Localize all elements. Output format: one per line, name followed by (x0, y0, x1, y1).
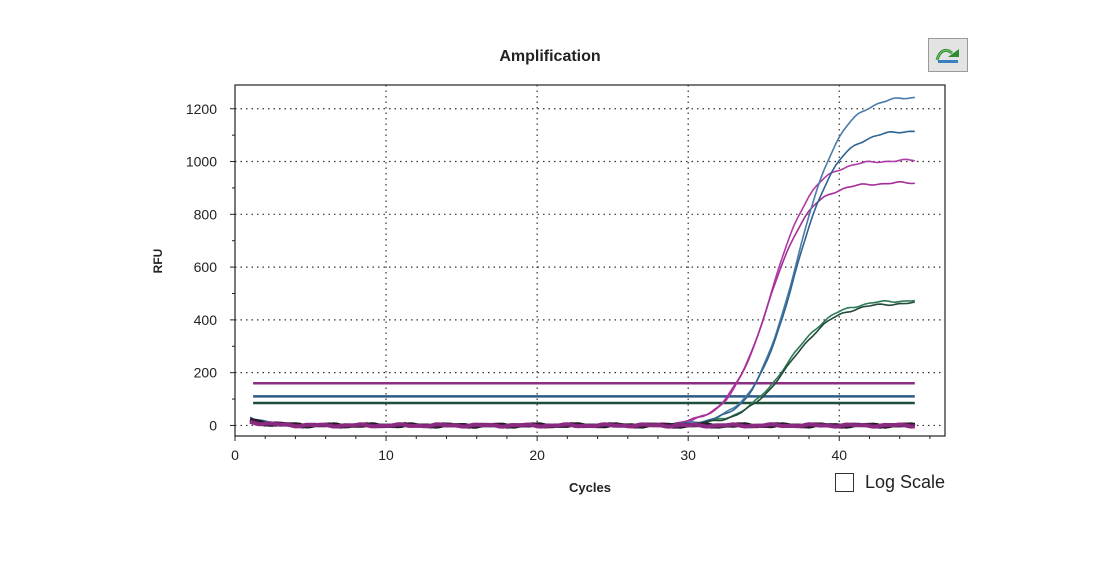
grid-lines (235, 85, 945, 436)
y-tick-label: 800 (194, 206, 218, 222)
plot-area (234, 84, 946, 437)
x-tick-label: 30 (680, 447, 696, 463)
y-tick-label: 200 (194, 365, 218, 381)
y-tick-label: 400 (194, 312, 218, 328)
x-axis-label: Cycles (569, 480, 611, 495)
y-tick-label: 1000 (186, 154, 217, 170)
y-tick-label: 600 (194, 259, 218, 275)
log-scale-toggle[interactable]: Log Scale (835, 472, 945, 493)
x-tick-label: 0 (231, 447, 239, 463)
threshold-lines (253, 381, 915, 405)
log-scale-checkbox[interactable] (835, 473, 854, 492)
y-tick-label: 1200 (186, 101, 217, 117)
series-line (249, 419, 915, 429)
y-axis-label: RFU (151, 248, 165, 274)
chart-title: Amplification (499, 48, 601, 65)
log-scale-label: Log Scale (865, 472, 946, 492)
y-tick-label: 0 (209, 417, 217, 433)
chart-export-icon (935, 48, 959, 63)
x-tick-label: 40 (831, 447, 847, 463)
x-tick-label: 20 (529, 447, 545, 463)
chart-export-button[interactable] (928, 38, 968, 72)
series-lines (249, 96, 916, 429)
x-tick-label: 10 (378, 447, 394, 463)
